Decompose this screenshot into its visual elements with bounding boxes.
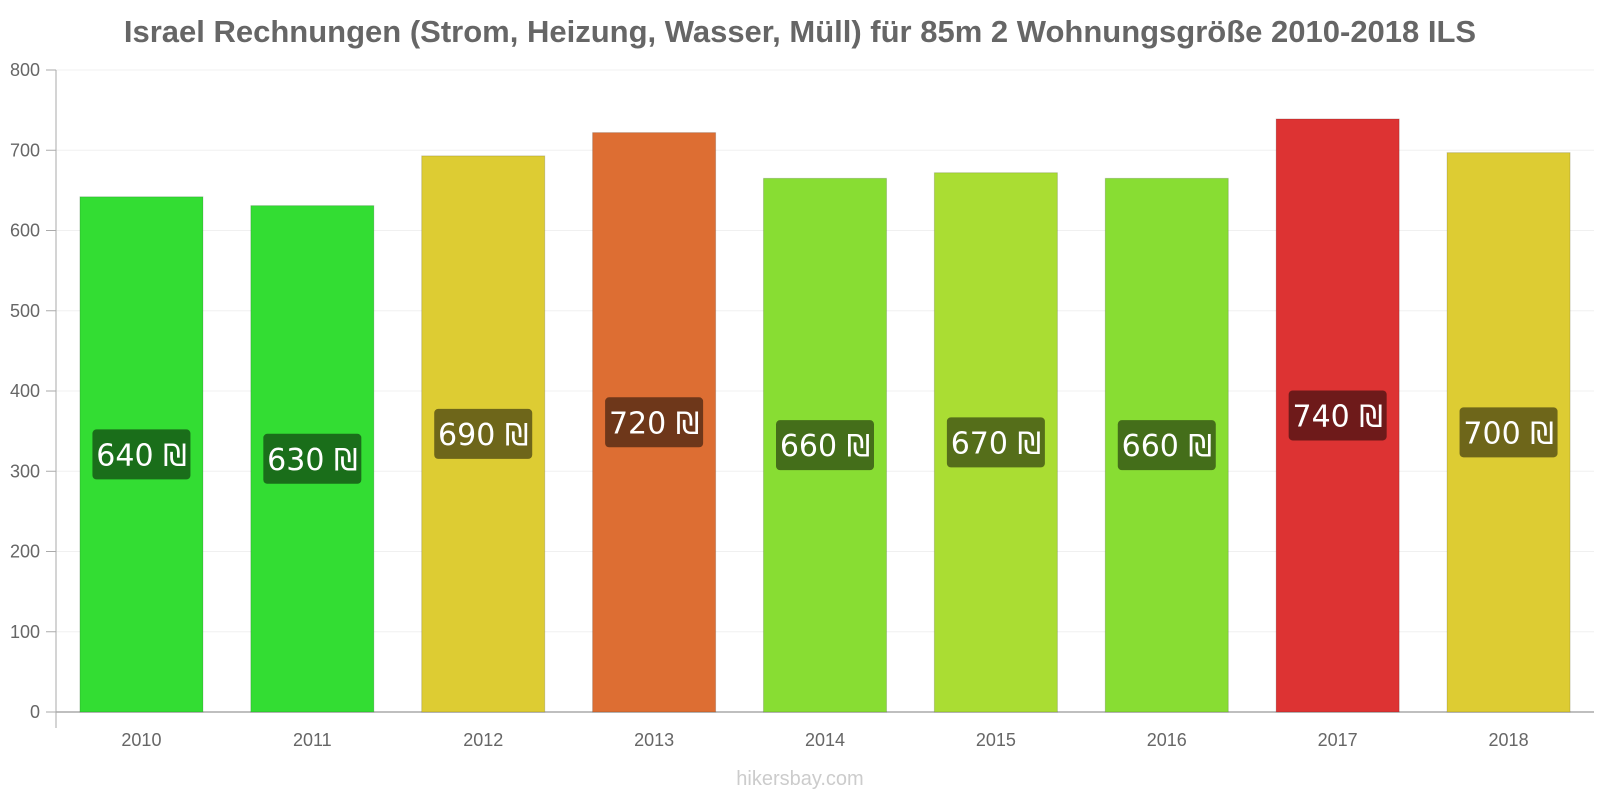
y-tick-label: 400 [10,381,40,401]
watermark: hikersbay.com [736,768,864,790]
y-tick-label: 500 [10,301,40,321]
x-tick-label-2018: 2018 [1489,730,1529,750]
data-label-2015: 670 ₪ [951,426,1041,461]
data-label-box-2010 [92,429,191,480]
x-tick-label-2012: 2012 [463,730,503,750]
data-label-box-2017 [1288,390,1387,441]
x-tick-label-2013: 2013 [634,730,674,750]
y-tick-label: 800 [10,60,40,80]
data-label-2012: 690 ₪ [438,418,528,453]
data-label-box-2018 [1459,407,1558,458]
x-tick-label-2010: 2010 [121,730,161,750]
x-tick-label-2014: 2014 [805,730,845,750]
data-label-2017: 740 ₪ [1293,399,1383,434]
y-tick-label: 200 [10,542,40,562]
y-tick-label: 0 [30,702,40,722]
data-label-box-2016 [1117,420,1216,471]
data-label-2011: 630 ₪ [267,443,357,478]
data-label-2018: 700 ₪ [1463,416,1553,451]
data-label-box-2012 [434,408,533,459]
y-tick-label: 600 [10,221,40,241]
data-label-2016: 660 ₪ [1122,429,1212,464]
data-label-2014: 660 ₪ [780,429,870,464]
data-label-box-2015 [946,417,1045,468]
y-tick-label: 700 [10,140,40,160]
data-label-2013: 720 ₪ [609,406,699,441]
x-tick-label-2011: 2011 [293,730,332,750]
x-tick-label-2017: 2017 [1318,730,1358,750]
data-label-box-2011 [263,433,362,484]
data-label-box-2014 [776,420,874,471]
x-tick-label-2016: 2016 [1147,730,1187,750]
x-tick-label-2015: 2015 [976,730,1016,750]
chart-title: Israel Rechnungen (Strom, Heizung, Wasse… [123,14,1477,49]
y-tick-label: 300 [10,461,40,481]
y-tick-label: 100 [10,622,40,642]
data-label-box-2013 [605,397,704,448]
data-label-2010: 640 ₪ [96,438,186,473]
